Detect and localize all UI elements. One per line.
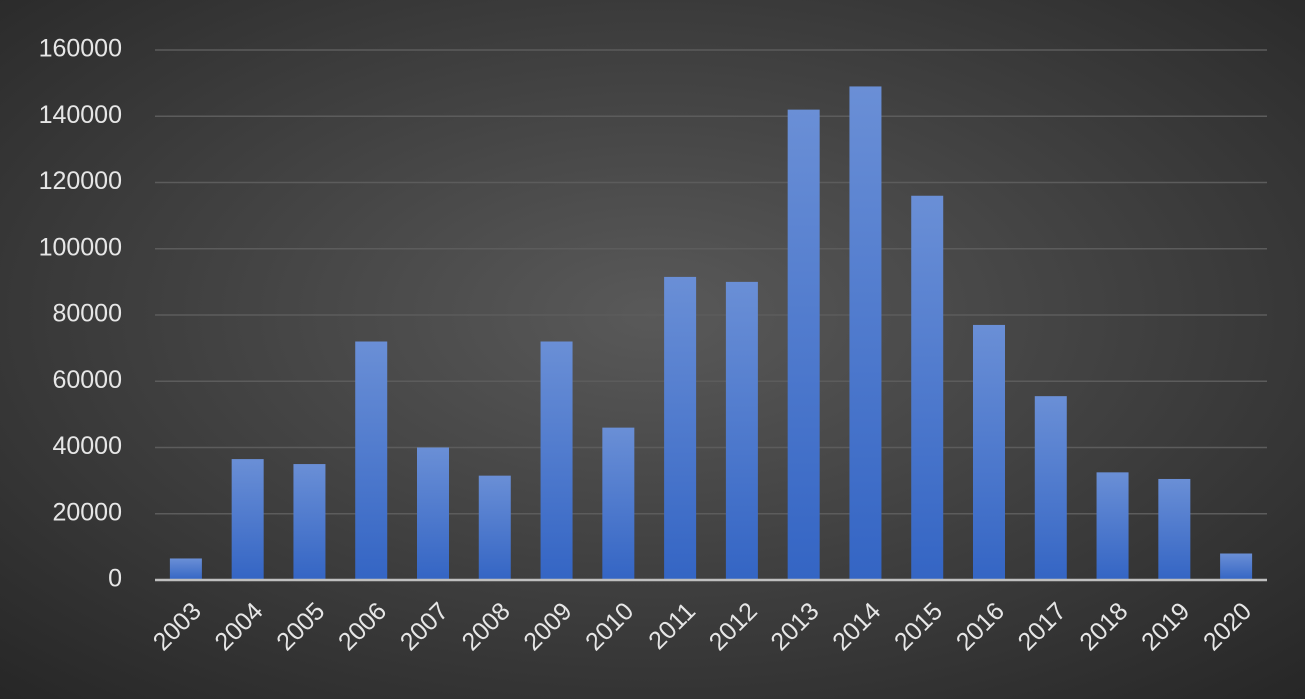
bar bbox=[355, 341, 388, 580]
bar bbox=[1220, 553, 1253, 580]
bar bbox=[602, 427, 635, 580]
bar bbox=[1158, 478, 1191, 580]
bar bbox=[293, 464, 326, 580]
bar bbox=[1034, 396, 1067, 580]
bar bbox=[169, 558, 202, 580]
bar bbox=[231, 459, 264, 580]
y-tick-label: 80000 bbox=[52, 300, 122, 328]
y-tick-label: 0 bbox=[108, 565, 122, 593]
y-tick-label: 40000 bbox=[52, 432, 122, 460]
y-tick-label: 20000 bbox=[52, 498, 122, 526]
bar bbox=[540, 341, 573, 580]
y-tick-label: 100000 bbox=[39, 233, 122, 261]
y-tick-label: 120000 bbox=[39, 167, 122, 195]
y-tick-label: 140000 bbox=[39, 101, 122, 129]
bar bbox=[664, 276, 697, 580]
y-tick-label: 160000 bbox=[39, 35, 122, 63]
bar bbox=[973, 324, 1005, 580]
bar bbox=[417, 447, 449, 580]
bar bbox=[787, 109, 820, 580]
y-tick-label: 60000 bbox=[52, 366, 122, 394]
bar bbox=[1096, 472, 1129, 580]
bar bbox=[478, 475, 511, 580]
bar bbox=[725, 281, 758, 580]
bar bbox=[911, 195, 944, 580]
bar bbox=[849, 86, 882, 580]
